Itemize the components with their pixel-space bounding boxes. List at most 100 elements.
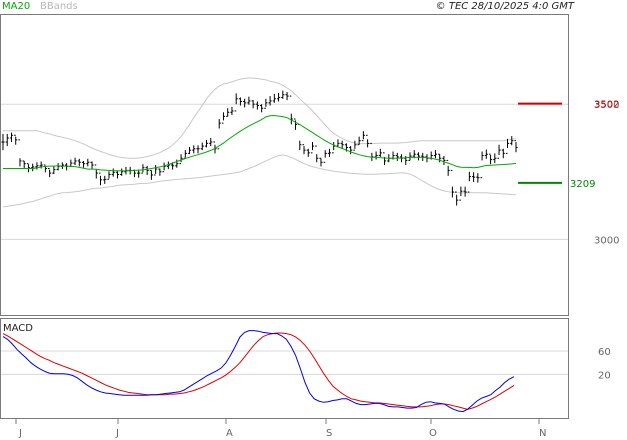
y-tick-label-3500: 3500 xyxy=(594,100,619,111)
price-bar xyxy=(349,146,353,155)
price-bar xyxy=(94,164,98,179)
price-bar xyxy=(306,148,310,157)
price-bar xyxy=(327,148,332,157)
price-bar xyxy=(115,171,120,179)
price-bar xyxy=(73,157,77,165)
price-bar xyxy=(107,171,111,180)
price-bar xyxy=(289,95,293,125)
copyright-notice: © TEC 28/10/2025 4:0 GMT xyxy=(436,1,575,12)
price-bar xyxy=(442,156,446,165)
bbands-lower-line xyxy=(2,154,517,208)
price-bar xyxy=(154,165,158,176)
price-bar xyxy=(48,168,52,178)
price-bar xyxy=(260,104,264,113)
price-bar xyxy=(412,150,416,159)
macd-panel-frame xyxy=(0,318,569,419)
price-bar xyxy=(463,186,467,197)
price-bar xyxy=(395,152,399,161)
price-bar xyxy=(77,158,81,167)
price-bar xyxy=(251,100,255,109)
price-bar xyxy=(455,191,459,206)
price-bar xyxy=(514,140,518,153)
price-bar xyxy=(158,168,162,176)
x-tick-label-jun: J xyxy=(18,428,22,439)
price-bar xyxy=(187,146,192,155)
price-bar xyxy=(111,168,115,177)
price-bar xyxy=(204,139,209,148)
bbands-upper-line xyxy=(3,77,517,159)
macd-y-tick-label-20: 20 xyxy=(598,370,611,381)
price-bar xyxy=(433,150,438,159)
price-bar xyxy=(480,151,484,179)
price-bar xyxy=(192,145,196,154)
x-tick-marks xyxy=(15,418,540,424)
price-bar xyxy=(1,133,5,151)
price-bar xyxy=(5,133,9,147)
price-bar xyxy=(353,140,357,151)
price-bar xyxy=(446,159,450,176)
legend-ma20: MA20 xyxy=(2,1,30,12)
price-bar xyxy=(310,142,315,154)
main-panel: 3500 3000 3502 3209 xyxy=(0,14,619,316)
price-bar xyxy=(366,134,370,148)
price-bar xyxy=(98,172,103,186)
price-bar xyxy=(14,134,18,145)
price-bar xyxy=(438,153,442,163)
price-bar xyxy=(276,92,281,102)
price-bar xyxy=(268,96,272,106)
price-bar xyxy=(450,169,455,198)
price-bar xyxy=(302,144,306,155)
legend-bbands: BBands xyxy=(40,1,78,12)
price-bar xyxy=(52,166,56,174)
price-bar xyxy=(357,136,361,146)
price-bar xyxy=(510,136,514,146)
x-tick-label-oct: O xyxy=(429,428,437,439)
price-bar xyxy=(149,169,153,180)
header-legend: MA20 BBands © TEC 28/10/2025 4:0 GMT xyxy=(2,1,575,12)
price-bar xyxy=(315,145,319,163)
price-bar xyxy=(166,161,170,170)
price-bar xyxy=(230,106,234,115)
price-bar xyxy=(103,175,107,184)
price-bar xyxy=(162,162,166,173)
price-bar xyxy=(467,171,471,193)
price-bar xyxy=(247,96,251,105)
price-bar xyxy=(408,152,412,161)
support-level-label: 3209 xyxy=(570,179,595,190)
price-bar xyxy=(22,160,26,169)
macd-signal-line xyxy=(2,332,515,410)
macd-y-tick-label-60: 60 xyxy=(598,347,611,358)
price-bar xyxy=(120,168,124,176)
x-tick-label-aug: A xyxy=(226,428,233,439)
price-bar xyxy=(18,139,22,167)
price-bar xyxy=(378,148,382,157)
price-bar xyxy=(484,149,488,159)
price-bar xyxy=(196,145,200,154)
price-bar xyxy=(86,158,90,167)
price-bar xyxy=(90,161,94,170)
resistance-level-label: 3502 xyxy=(594,100,619,111)
macd-title: MACD xyxy=(3,323,33,334)
price-bar xyxy=(416,152,421,161)
price-bar xyxy=(175,159,179,168)
price-bar xyxy=(323,150,327,163)
price-bar xyxy=(238,97,243,106)
y-tick-label-3000: 3000 xyxy=(594,235,619,246)
x-axis: J J A S O N xyxy=(0,418,569,439)
price-bar xyxy=(145,165,149,175)
price-bar xyxy=(221,112,226,124)
price-bar xyxy=(421,152,425,161)
price-bar xyxy=(217,119,221,150)
price-bar xyxy=(81,160,86,168)
price-bar xyxy=(209,137,213,147)
price-bar xyxy=(459,186,463,201)
price-bar xyxy=(497,144,501,159)
x-tick-label-nov: N xyxy=(539,428,546,439)
macd-panel: MACD 60 20 xyxy=(0,318,611,419)
price-bar xyxy=(319,157,323,167)
price-bar xyxy=(476,173,480,183)
price-bar xyxy=(234,93,238,112)
x-tick-label-sep: S xyxy=(326,428,332,439)
price-bar xyxy=(361,131,365,142)
